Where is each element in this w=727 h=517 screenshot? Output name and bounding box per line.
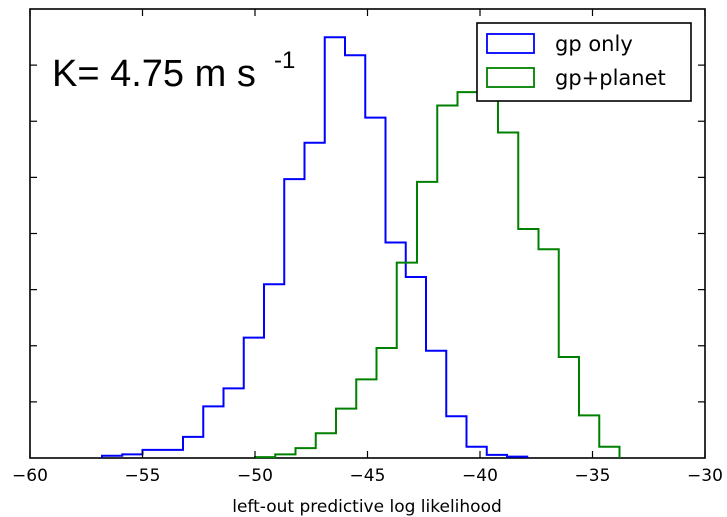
bin-bar bbox=[539, 249, 559, 458]
bin-bar bbox=[325, 37, 345, 458]
bin-bar bbox=[446, 416, 466, 458]
bin-bar bbox=[264, 284, 284, 458]
y-axis-ticks bbox=[30, 64, 705, 403]
legend-label-gp-only: gp only bbox=[555, 32, 633, 56]
bin-bar bbox=[377, 348, 397, 458]
annotation-superscript: -1 bbox=[274, 47, 295, 74]
bin-bar bbox=[336, 409, 356, 458]
bin-bar bbox=[498, 132, 518, 458]
bin-bar bbox=[599, 447, 619, 458]
bin-bar bbox=[365, 118, 385, 458]
legend: gp only gp+planet bbox=[476, 22, 692, 102]
bin-bar bbox=[386, 242, 406, 458]
bin-bar bbox=[356, 379, 376, 458]
series-layer bbox=[101, 36, 621, 459]
series-outline bbox=[254, 46, 621, 459]
x-tick-label: −45 bbox=[350, 466, 386, 486]
x-tick-label: −35 bbox=[575, 466, 611, 486]
bin-bar bbox=[478, 47, 498, 458]
bin-bar bbox=[559, 357, 579, 458]
bin-bar bbox=[305, 143, 325, 458]
x-tick-label: −30 bbox=[687, 466, 723, 486]
bin-bar bbox=[437, 106, 457, 458]
bin-bar bbox=[183, 437, 203, 458]
bin-bar bbox=[244, 338, 264, 458]
bin-bar bbox=[163, 450, 183, 458]
bin-bar bbox=[426, 351, 446, 458]
legend-box bbox=[476, 22, 692, 102]
bin-bar bbox=[203, 406, 223, 458]
x-tick-label: −50 bbox=[237, 466, 273, 486]
bin-bar bbox=[417, 182, 437, 458]
bin-bar bbox=[316, 433, 336, 458]
legend-label-gp-planet: gp+planet bbox=[555, 66, 666, 90]
series-outline bbox=[101, 36, 529, 458]
annotation: K= 4.75 m s -1 bbox=[52, 47, 295, 95]
bin-bar bbox=[458, 92, 478, 458]
x-tick-label: −40 bbox=[462, 466, 498, 486]
bin-bar bbox=[345, 55, 365, 458]
legend-swatch-gp-only bbox=[486, 33, 535, 54]
x-axis-ticks: −60 −55 −50 −45 −40 −35 −30 bbox=[12, 9, 723, 486]
bin-bar bbox=[518, 229, 538, 458]
series-gp-only bbox=[101, 36, 529, 458]
bin-bar bbox=[284, 179, 304, 458]
bin-bar bbox=[406, 277, 426, 458]
annotation-text: K= 4.75 m s bbox=[52, 53, 256, 95]
bin-bar bbox=[143, 450, 163, 458]
bin-bar bbox=[397, 263, 417, 458]
legend-swatch-gp-planet bbox=[486, 67, 535, 88]
series-gp-planet bbox=[254, 46, 621, 459]
x-axis-title: left-out predictive log likelihood bbox=[232, 497, 502, 517]
bin-bar bbox=[296, 448, 316, 458]
x-tick-label: −60 bbox=[12, 466, 48, 486]
bin-bar bbox=[579, 415, 599, 458]
x-tick-label: −55 bbox=[125, 466, 161, 486]
plot-area: −60 −55 −50 −45 −40 −35 −30 bbox=[12, 8, 723, 486]
bin-bar bbox=[467, 447, 487, 458]
bin-bar bbox=[224, 388, 244, 458]
